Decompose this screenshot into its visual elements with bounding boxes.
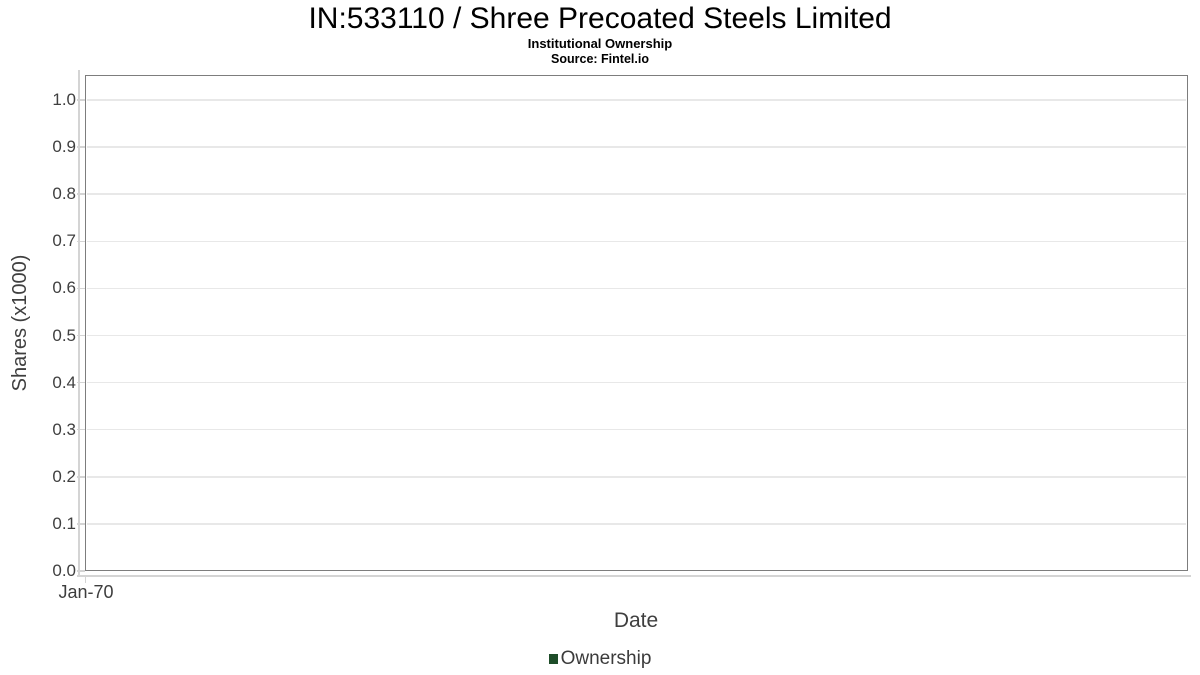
chart-source: Source: Fintel.io [551, 52, 649, 66]
gridline [87, 428, 1186, 431]
legend: Ownership [0, 646, 1200, 672]
y-tick-mark [77, 381, 85, 384]
x-axis-title: Date [613, 609, 659, 632]
y-tick-label: 0.2 [52, 466, 76, 486]
y-tick-mark [77, 146, 85, 148]
legend-marker-square [548, 654, 558, 664]
legend-item-ownership[interactable]: Ownership [548, 648, 652, 670]
gridline [87, 99, 1186, 101]
y-tick-mark [77, 287, 85, 290]
legend-label: Ownership [560, 648, 652, 669]
gridline [87, 287, 1186, 290]
gridline [87, 240, 1186, 243]
y-tick-label: 0.5 [52, 325, 76, 345]
y-tick-mark [77, 428, 85, 431]
y-tick-label: 0.7 [52, 231, 76, 251]
y-tick-mark [77, 240, 85, 243]
y-tick-label: 0.9 [52, 137, 76, 157]
y-tick-label: 0.6 [52, 278, 76, 298]
plot-area [85, 75, 1188, 571]
x-axis-line [77, 575, 1191, 577]
chart-title: IN:533110 / Shree Precoated Steels Limit… [308, 2, 892, 35]
chart-subtitle: Institutional Ownership [527, 36, 673, 51]
y-tick-label: 0.1 [52, 513, 76, 533]
x-tick-label: Jan-70 [58, 582, 114, 602]
y-tick-label: 0.8 [52, 184, 76, 204]
y-axis-line [78, 70, 80, 577]
gridline [87, 523, 1186, 525]
gridline [87, 476, 1186, 478]
y-tick-mark [77, 193, 85, 195]
y-tick-mark [77, 99, 85, 101]
y-tick-label: 0.0 [52, 561, 76, 580]
gridline [87, 193, 1186, 195]
y-tick-mark [77, 476, 85, 478]
y-tick-mark [77, 570, 85, 572]
y-tick-label: 1.0 [52, 90, 76, 109]
gridline [87, 381, 1186, 384]
gridline [87, 334, 1186, 337]
y-tick-mark [77, 334, 85, 337]
x-tick-mark [84, 576, 86, 583]
y-tick-label: 0.3 [52, 419, 76, 439]
y-tick-label: 0.4 [52, 372, 76, 392]
y-tick-mark [77, 523, 85, 525]
gridline [87, 146, 1186, 148]
